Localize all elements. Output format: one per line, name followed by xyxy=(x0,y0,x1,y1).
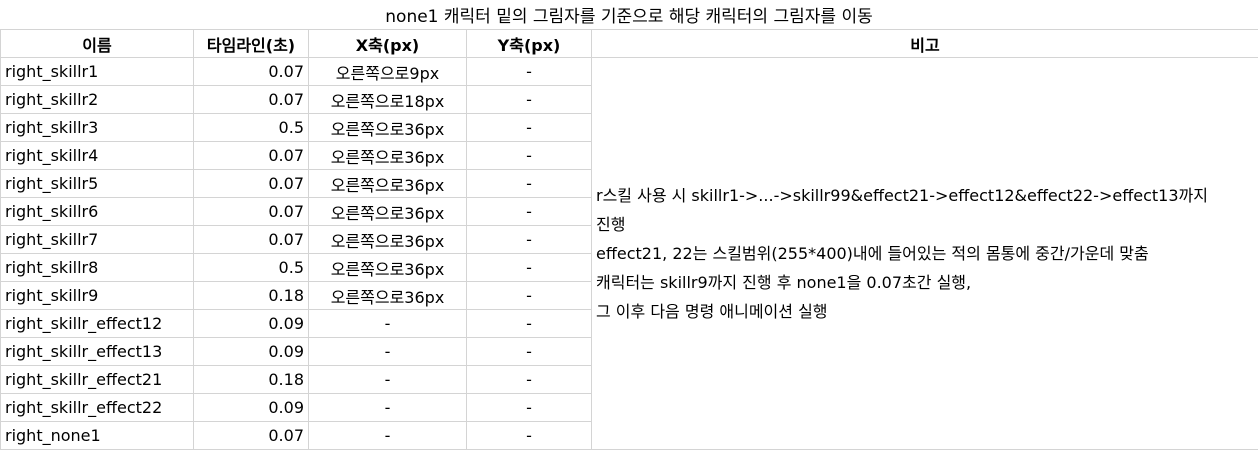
cell-name[interactable]: right_skillr2 xyxy=(0,85,194,114)
header-y-axis[interactable]: Y축(px) xyxy=(466,29,592,58)
table-row: right_none1 0.07- - xyxy=(0,421,1258,450)
animation-table: 이름 타임라인(초) X축(px) Y축(px) 비고 right_skillr… xyxy=(0,29,1258,450)
cell-name[interactable]: right_skillr5 xyxy=(0,169,194,198)
table-row: right_skillr7 0.07 오른쪽으로36px - xyxy=(0,225,1258,254)
table-row: right_skillr3 0.5 오른쪽으로36px - xyxy=(0,113,1258,142)
cell-timeline[interactable]: 0.09 xyxy=(193,393,309,422)
note-line: 진행 xyxy=(596,215,626,234)
cell-y-axis[interactable]: - xyxy=(466,281,592,310)
cell-timeline[interactable]: 0.18 xyxy=(193,365,309,394)
cell-name[interactable]: right_skillr_effect22 xyxy=(0,393,194,422)
table-row: right_skillr8 0.5 오른쪽으로36px - xyxy=(0,253,1258,282)
table-row: right_skillr2 0.07 오른쪽으로18px - xyxy=(0,85,1258,114)
cell-name[interactable]: right_skillr_effect12 xyxy=(0,309,194,338)
cell-y-axis[interactable]: - xyxy=(466,421,592,450)
cell-x-axis[interactable]: 오른쪽으로36px xyxy=(308,253,467,282)
cell-y-axis[interactable]: - xyxy=(466,113,592,142)
cell-y-axis[interactable]: - xyxy=(466,365,592,394)
table-row: right_skillr_effect13 0.09- - xyxy=(0,337,1258,366)
cell-y-axis[interactable]: - xyxy=(466,253,592,282)
note-line: 캐릭터는 skillr9까지 진행 후 none1을 0.07초간 실행, xyxy=(596,273,972,292)
header-timeline[interactable]: 타임라인(초) xyxy=(193,29,309,58)
header-x-axis[interactable]: X축(px) xyxy=(308,29,467,58)
cell-y-axis[interactable]: - xyxy=(466,57,592,86)
cell-y-axis[interactable]: - xyxy=(466,169,592,198)
table-row: right_skillr_effect22 0.09- - xyxy=(0,393,1258,422)
cell-x-axis[interactable]: 오른쪽으로36px xyxy=(308,225,467,254)
cell-x-axis[interactable]: - xyxy=(308,337,467,366)
cell-name[interactable]: right_skillr_effect13 xyxy=(0,337,194,366)
cell-timeline[interactable]: 0.07 xyxy=(193,85,309,114)
cell-timeline[interactable]: 0.07 xyxy=(193,141,309,170)
cell-timeline[interactable]: 0.07 xyxy=(193,421,309,450)
note-line: effect21, 22는 스킬범위(255*400)내에 들어있는 적의 몸통… xyxy=(596,244,1149,263)
table-row: right_skillr5 0.07 오른쪽으로36px - xyxy=(0,169,1258,198)
cell-x-axis[interactable]: - xyxy=(308,393,467,422)
cell-x-axis[interactable]: - xyxy=(308,421,467,450)
header-note[interactable]: 비고 xyxy=(591,29,1258,58)
cell-timeline[interactable]: 0.5 xyxy=(193,253,309,282)
cell-y-axis[interactable]: - xyxy=(466,225,592,254)
cell-timeline[interactable]: 0.18 xyxy=(193,281,309,310)
cell-name[interactable]: right_skillr8 xyxy=(0,253,194,282)
note-line: 그 이후 다음 명령 애니메이션 실행 xyxy=(596,302,828,321)
table-row: right_skillr4 0.07 오른쪽으로36px - xyxy=(0,141,1258,170)
cell-name[interactable]: right_skillr7 xyxy=(0,225,194,254)
cell-name[interactable]: right_none1 xyxy=(0,421,194,450)
cell-timeline[interactable]: 0.07 xyxy=(193,169,309,198)
cell-x-axis[interactable]: 오른쪽으로9px xyxy=(308,57,467,86)
cell-timeline[interactable]: 0.09 xyxy=(193,337,309,366)
cell-x-axis[interactable]: 오른쪽으로36px xyxy=(308,281,467,310)
cell-x-axis[interactable]: 오른쪽으로36px xyxy=(308,197,467,226)
cell-x-axis[interactable]: 오른쪽으로18px xyxy=(308,85,467,114)
cell-name[interactable]: right_skillr3 xyxy=(0,113,194,142)
table-row: right_skillr_effect21 0.18- - xyxy=(0,365,1258,394)
cell-x-axis[interactable]: 오른쪽으로36px xyxy=(308,141,467,170)
cell-name[interactable]: right_skillr1 xyxy=(0,57,194,86)
header-row: 이름 타임라인(초) X축(px) Y축(px) 비고 xyxy=(0,29,1258,58)
cell-timeline[interactable]: 0.07 xyxy=(193,225,309,254)
cell-y-axis[interactable]: - xyxy=(466,393,592,422)
cell-x-axis[interactable]: - xyxy=(308,309,467,338)
cell-y-axis[interactable]: - xyxy=(466,337,592,366)
cell-y-axis[interactable]: - xyxy=(466,309,592,338)
cell-x-axis[interactable]: - xyxy=(308,365,467,394)
header-name[interactable]: 이름 xyxy=(0,29,194,58)
cell-name[interactable]: right_skillr_effect21 xyxy=(0,365,194,394)
cell-y-axis[interactable]: - xyxy=(466,141,592,170)
cell-timeline[interactable]: 0.07 xyxy=(193,197,309,226)
table-row: right_skillr6 0.07 오른쪽으로36px - xyxy=(0,197,1258,226)
cell-y-axis[interactable]: - xyxy=(466,85,592,114)
cell-note-merged[interactable]: r스킬 사용 시 skillr1->...->skillr99&effect21… xyxy=(591,57,1258,450)
sheet-title: none1 캐릭터 밑의 그림자를 기준으로 해당 캐릭터의 그림자를 이동 xyxy=(385,7,873,27)
cell-name[interactable]: right_skillr9 xyxy=(0,281,194,310)
cell-timeline[interactable]: 0.07 xyxy=(193,57,309,86)
cell-timeline[interactable]: 0.5 xyxy=(193,113,309,142)
cell-name[interactable]: right_skillr4 xyxy=(0,141,194,170)
note-line: r스킬 사용 시 skillr1->...->skillr99&effect21… xyxy=(596,186,1208,205)
cell-y-axis[interactable]: - xyxy=(466,197,592,226)
cell-x-axis[interactable]: 오른쪽으로36px xyxy=(308,113,467,142)
cell-name[interactable]: right_skillr6 xyxy=(0,197,194,226)
table-row: right_skillr1 0.07 오른쪽으로9px - r스킬 사용 시 skill… xyxy=(0,57,1258,450)
cell-x-axis[interactable]: 오른쪽으로36px xyxy=(308,169,467,198)
cell-timeline[interactable]: 0.09 xyxy=(193,309,309,338)
